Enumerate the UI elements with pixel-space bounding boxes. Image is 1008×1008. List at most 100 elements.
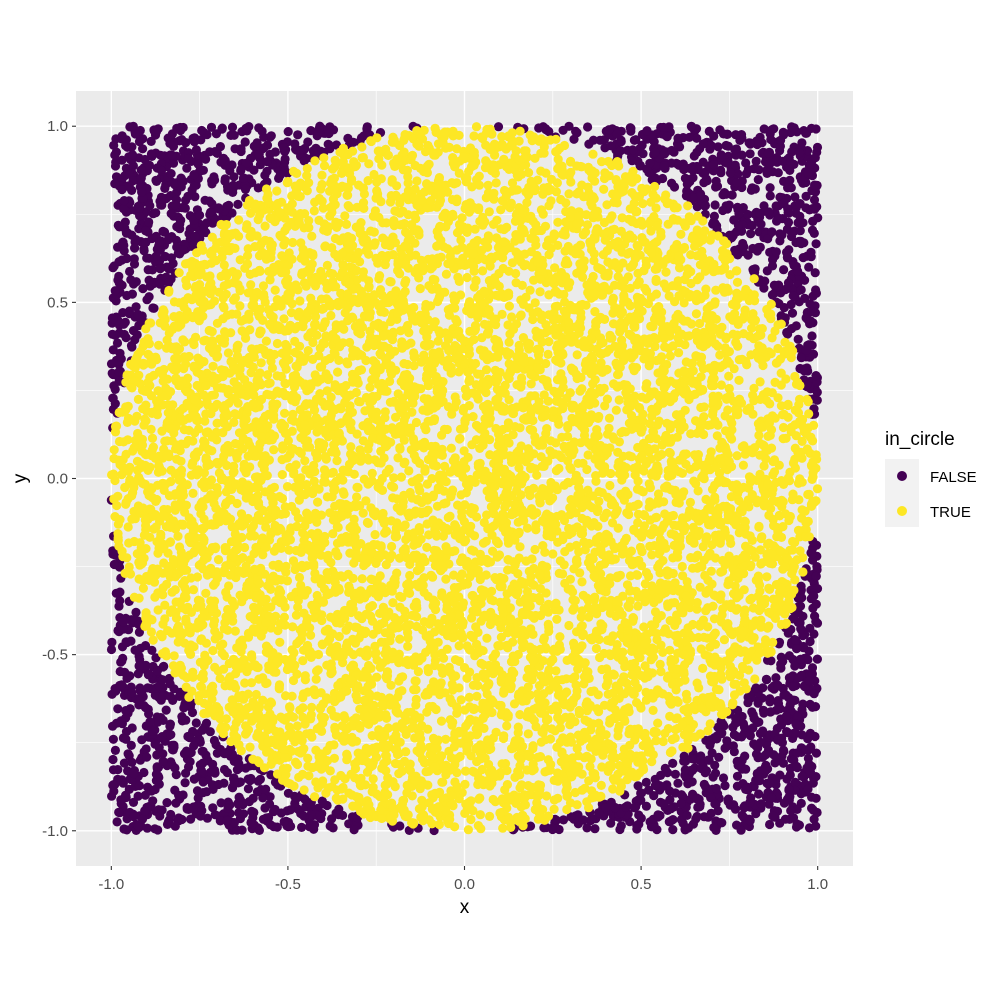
point-false bbox=[778, 156, 788, 166]
point-false bbox=[259, 132, 269, 142]
point-false bbox=[551, 815, 562, 825]
point-false bbox=[180, 778, 190, 788]
point-false bbox=[759, 124, 769, 134]
point-false bbox=[745, 149, 755, 159]
point-false bbox=[266, 131, 276, 141]
point-false bbox=[673, 133, 683, 143]
point-false bbox=[165, 692, 176, 702]
point-false bbox=[183, 762, 194, 772]
point-false bbox=[801, 745, 811, 755]
point-false bbox=[290, 139, 300, 149]
point-false bbox=[765, 247, 775, 257]
point-true bbox=[724, 371, 734, 381]
point-false bbox=[209, 735, 219, 746]
point-false bbox=[295, 145, 305, 155]
point-false bbox=[206, 122, 217, 132]
point-false bbox=[731, 713, 741, 724]
point-false bbox=[202, 813, 212, 823]
point-false bbox=[167, 150, 177, 160]
point-true bbox=[370, 530, 380, 540]
point-false bbox=[198, 777, 208, 787]
point-false bbox=[176, 173, 186, 183]
point-false bbox=[754, 775, 764, 785]
point-false bbox=[790, 661, 800, 671]
point-true bbox=[469, 531, 480, 541]
point-false bbox=[687, 777, 697, 787]
point-false bbox=[710, 760, 720, 770]
point-true bbox=[460, 779, 470, 790]
point-false bbox=[162, 819, 173, 830]
point-false bbox=[126, 275, 136, 285]
point-false bbox=[631, 135, 641, 145]
point-false bbox=[133, 309, 143, 319]
point-false bbox=[117, 185, 127, 195]
point-false bbox=[108, 765, 119, 775]
point-false bbox=[558, 125, 568, 135]
point-false bbox=[791, 719, 801, 729]
point-false bbox=[650, 781, 661, 791]
point-false bbox=[323, 139, 333, 149]
point-false bbox=[112, 338, 123, 348]
point-false bbox=[254, 149, 264, 159]
point-false bbox=[547, 823, 558, 833]
point-false bbox=[782, 224, 793, 234]
point-false bbox=[571, 126, 581, 136]
point-false bbox=[275, 170, 285, 180]
point-true bbox=[325, 211, 335, 221]
point-false bbox=[279, 817, 289, 827]
point-false bbox=[137, 187, 147, 197]
point-false bbox=[180, 203, 190, 213]
point-false bbox=[751, 683, 761, 693]
point-false bbox=[210, 175, 220, 185]
point-false bbox=[126, 740, 136, 751]
point-false bbox=[667, 145, 677, 156]
point-true bbox=[313, 665, 323, 675]
point-false bbox=[812, 142, 823, 152]
point-false bbox=[208, 765, 218, 776]
point-false bbox=[318, 799, 328, 809]
point-false bbox=[784, 673, 795, 683]
point-false bbox=[175, 219, 185, 229]
point-false bbox=[127, 688, 137, 698]
point-false bbox=[140, 226, 151, 236]
point-false bbox=[114, 367, 124, 377]
point-false bbox=[765, 697, 775, 707]
point-true bbox=[572, 350, 582, 360]
point-false bbox=[146, 149, 156, 159]
point-false bbox=[116, 795, 126, 805]
point-true bbox=[188, 488, 198, 498]
point-false bbox=[775, 704, 785, 714]
point-false bbox=[660, 763, 670, 774]
point-false bbox=[741, 158, 751, 168]
point-true bbox=[729, 690, 740, 700]
point-false bbox=[166, 169, 176, 179]
point-false bbox=[126, 341, 137, 351]
point-false bbox=[787, 308, 798, 318]
point-false bbox=[133, 669, 143, 679]
point-false bbox=[769, 750, 779, 760]
point-true bbox=[412, 176, 422, 186]
point-false bbox=[804, 759, 814, 770]
point-false bbox=[113, 220, 123, 230]
point-false bbox=[127, 757, 137, 768]
point-false bbox=[806, 159, 816, 169]
point-false bbox=[108, 721, 118, 731]
point-false bbox=[224, 200, 234, 210]
point-false bbox=[710, 799, 720, 809]
point-false bbox=[711, 783, 721, 794]
point-false bbox=[121, 734, 131, 744]
point-false bbox=[747, 220, 757, 231]
point-false bbox=[670, 769, 681, 779]
point-true bbox=[496, 205, 506, 215]
point-false bbox=[682, 179, 692, 189]
point-false bbox=[300, 794, 310, 804]
point-false bbox=[229, 778, 239, 788]
point-false bbox=[805, 636, 815, 647]
point-false bbox=[717, 818, 727, 828]
point-false bbox=[148, 303, 158, 313]
point-false bbox=[236, 144, 246, 154]
point-true bbox=[686, 250, 696, 260]
point-false bbox=[140, 806, 150, 816]
point-false bbox=[189, 240, 199, 250]
